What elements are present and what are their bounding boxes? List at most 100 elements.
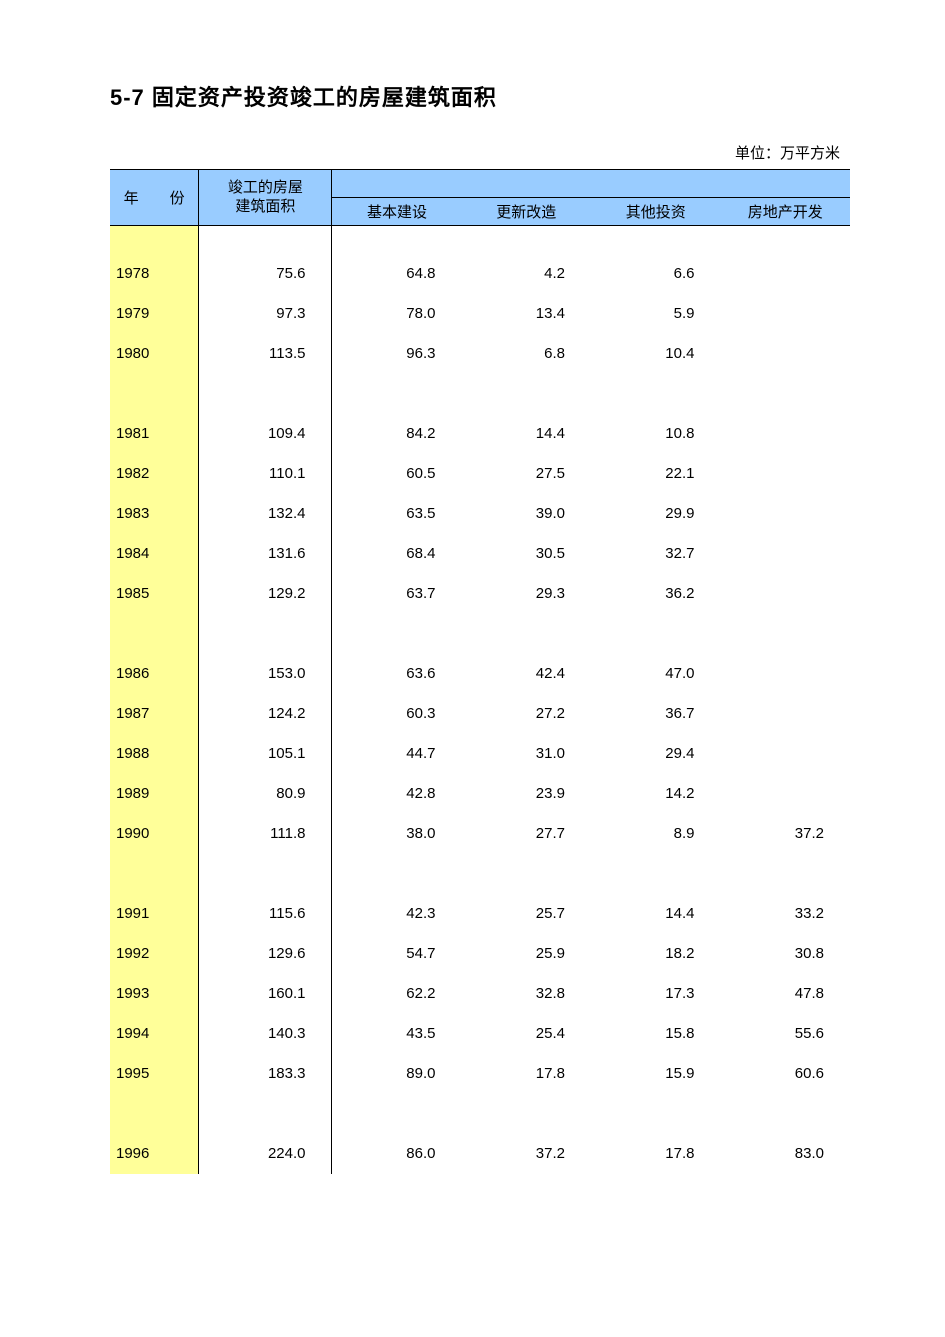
table-row: 1994140.343.525.415.855.6: [110, 1014, 850, 1054]
table-spacer-row: [110, 374, 850, 414]
cell-value: [720, 254, 850, 294]
table-row: 1991115.642.325.714.433.2: [110, 894, 850, 934]
cell-value: 22.1: [591, 454, 721, 494]
cell-year: 1988: [110, 734, 199, 774]
spacer-year-cell: [110, 614, 199, 654]
cell-total: 131.6: [199, 534, 332, 574]
spacer-year-cell: [110, 854, 199, 894]
cell-year: 1981: [110, 414, 199, 454]
cell-year: 1991: [110, 894, 199, 934]
cell-value: 25.9: [461, 934, 591, 974]
cell-total: 113.5: [199, 334, 332, 374]
cell-total: 129.6: [199, 934, 332, 974]
cell-value: 27.5: [461, 454, 591, 494]
cell-value: 14.4: [591, 894, 721, 934]
cell-value: 68.4: [332, 534, 462, 574]
cell-value: [720, 534, 850, 574]
spacer-cell: [720, 854, 850, 894]
cell-year: 1978: [110, 254, 199, 294]
cell-value: 60.3: [332, 694, 462, 734]
cell-total: 160.1: [199, 974, 332, 1014]
cell-value: 63.5: [332, 494, 462, 534]
cell-value: 86.0: [332, 1134, 462, 1174]
page-title: 5-7 固定资产投资竣工的房屋建筑面积: [110, 80, 850, 112]
col-sub-3: 房地产开发: [720, 198, 850, 226]
cell-value: [720, 774, 850, 814]
col-sub-1: 更新改造: [461, 198, 591, 226]
table-row: 1987124.260.327.236.7: [110, 694, 850, 734]
cell-value: 42.8: [332, 774, 462, 814]
cell-value: 47.8: [720, 974, 850, 1014]
cell-value: 62.2: [332, 974, 462, 1014]
spacer-year-cell: [110, 226, 199, 254]
table-row: 1993160.162.232.817.347.8: [110, 974, 850, 1014]
cell-value: 29.9: [591, 494, 721, 534]
cell-total: 111.8: [199, 814, 332, 854]
cell-value: 13.4: [461, 294, 591, 334]
cell-value: [720, 414, 850, 454]
spacer-cell: [199, 614, 332, 654]
table-header: 年 份 竣工的房屋建筑面积 基本建设 更新改造 其他投资 房地产开发: [110, 170, 850, 226]
spacer-cell: [591, 614, 721, 654]
spacer-cell: [461, 374, 591, 414]
table-row: 1985129.263.729.336.2: [110, 574, 850, 614]
cell-value: 54.7: [332, 934, 462, 974]
cell-value: 60.5: [332, 454, 462, 494]
spacer-cell: [591, 374, 721, 414]
table-row: 1980113.596.36.810.4: [110, 334, 850, 374]
cell-value: [720, 654, 850, 694]
cell-value: 32.7: [591, 534, 721, 574]
spacer-year-cell: [110, 374, 199, 414]
cell-total: 75.6: [199, 254, 332, 294]
cell-total: 97.3: [199, 294, 332, 334]
data-table: 年 份 竣工的房屋建筑面积 基本建设 更新改造 其他投资 房地产开发 19787…: [110, 169, 850, 1174]
cell-total: 224.0: [199, 1134, 332, 1174]
table-row: 1990111.838.027.78.937.2: [110, 814, 850, 854]
table-row: 1982110.160.527.522.1: [110, 454, 850, 494]
cell-value: 37.2: [461, 1134, 591, 1174]
table-row: 197997.378.013.45.9: [110, 294, 850, 334]
cell-year: 1995: [110, 1054, 199, 1094]
cell-total: 140.3: [199, 1014, 332, 1054]
spacer-cell: [591, 854, 721, 894]
spacer-cell: [461, 226, 591, 254]
cell-value: 5.9: [591, 294, 721, 334]
spacer-cell: [461, 614, 591, 654]
spacer-cell: [199, 226, 332, 254]
cell-value: 31.0: [461, 734, 591, 774]
table-row: 1986153.063.642.447.0: [110, 654, 850, 694]
cell-value: 39.0: [461, 494, 591, 534]
spacer-cell: [199, 854, 332, 894]
table-row: 198980.942.823.914.2: [110, 774, 850, 814]
cell-value: 89.0: [332, 1054, 462, 1094]
cell-value: 17.3: [591, 974, 721, 1014]
table-row: 1996224.086.037.217.883.0: [110, 1134, 850, 1174]
cell-value: 14.4: [461, 414, 591, 454]
spacer-cell: [720, 374, 850, 414]
cell-year: 1992: [110, 934, 199, 974]
spacer-cell: [720, 226, 850, 254]
unit-label: 单位：万平方米: [110, 142, 850, 163]
cell-year: 1986: [110, 654, 199, 694]
cell-value: 17.8: [461, 1054, 591, 1094]
cell-value: 55.6: [720, 1014, 850, 1054]
spacer-cell: [461, 854, 591, 894]
cell-value: [720, 574, 850, 614]
cell-total: 132.4: [199, 494, 332, 534]
cell-value: [720, 694, 850, 734]
spacer-cell: [332, 614, 462, 654]
spacer-cell: [332, 226, 462, 254]
cell-value: [720, 334, 850, 374]
cell-year: 1994: [110, 1014, 199, 1054]
table-row: 1988105.144.731.029.4: [110, 734, 850, 774]
cell-total: 80.9: [199, 774, 332, 814]
cell-value: [720, 294, 850, 334]
spacer-cell: [332, 1094, 462, 1134]
cell-year: 1979: [110, 294, 199, 334]
col-total: 竣工的房屋建筑面积: [199, 170, 332, 226]
cell-value: 47.0: [591, 654, 721, 694]
spacer-cell: [199, 374, 332, 414]
cell-value: [720, 494, 850, 534]
cell-year: 1987: [110, 694, 199, 734]
cell-value: 18.2: [591, 934, 721, 974]
